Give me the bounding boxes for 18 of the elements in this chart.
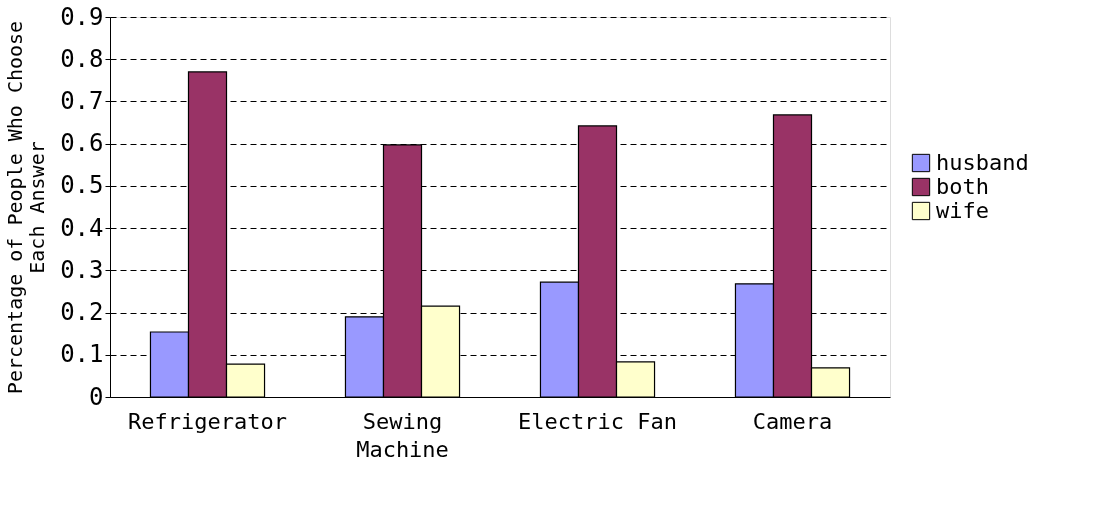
x-tick-label: Refrigerator bbox=[128, 408, 287, 434]
y-tick-label: 0.9 bbox=[60, 2, 104, 31]
legend-label: wife bbox=[936, 198, 989, 223]
y-tick-label: 0.5 bbox=[60, 171, 104, 200]
x-tick-label: Camera bbox=[752, 408, 833, 434]
y-tick-label: 0.6 bbox=[60, 129, 104, 158]
y-tick-label: 0.7 bbox=[60, 86, 104, 115]
y-tick-label: 0.3 bbox=[60, 255, 104, 284]
legend-label: both bbox=[936, 174, 989, 199]
y-tick-label: 0.4 bbox=[60, 213, 104, 242]
y-tick-label: 0.2 bbox=[60, 298, 104, 327]
y-tick-label: 0.8 bbox=[60, 44, 104, 73]
y-tick-label: 0 bbox=[89, 382, 104, 411]
y-axis-title: Percentage of People Who Choose Each Answer bbox=[3, 20, 50, 395]
x-tick-label: Sewing Machine bbox=[356, 408, 449, 462]
y-tick-label: 0.1 bbox=[60, 340, 104, 369]
legend-label: husband bbox=[936, 150, 1029, 175]
x-tick-label: Electric Fan bbox=[518, 408, 677, 434]
